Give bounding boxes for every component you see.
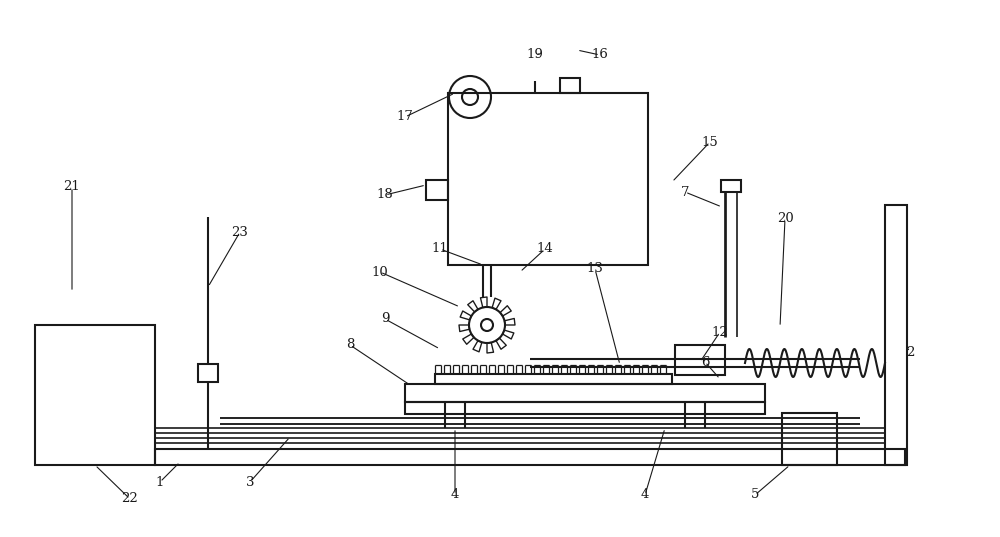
Text: 4: 4 [641,489,649,502]
Text: 14: 14 [537,243,553,256]
Bar [885,205,907,465]
Text: 17: 17 [397,111,413,124]
Text: 3: 3 [246,475,254,489]
Bar [560,78,580,93]
Text: 19: 19 [527,48,543,62]
Text: 13: 13 [587,263,603,275]
Bar [448,93,648,265]
Text: 18: 18 [377,188,393,201]
Text: 11: 11 [432,243,448,256]
Text: 1: 1 [156,475,164,489]
Bar [435,374,672,384]
Text: 9: 9 [381,313,389,325]
Bar [35,325,155,465]
Text: 8: 8 [346,338,354,352]
Bar [155,449,905,465]
Text: 15: 15 [702,135,718,149]
Text: 22: 22 [122,492,138,505]
Bar [405,402,765,414]
Text: 23: 23 [232,226,248,238]
Text: 20: 20 [777,213,793,226]
Text: 5: 5 [751,489,759,502]
Bar [721,180,741,192]
Bar [782,413,837,465]
Text: 2: 2 [906,345,914,359]
Bar [426,180,448,200]
Text: 7: 7 [681,185,689,199]
Bar [198,364,218,382]
Text: 12: 12 [712,325,728,338]
Text: 4: 4 [451,489,459,502]
Text: 16: 16 [592,48,608,62]
Bar [405,384,765,402]
Text: 6: 6 [701,355,709,368]
Bar [675,345,725,375]
Text: 21: 21 [64,180,80,193]
Circle shape [469,307,505,343]
Text: 10: 10 [372,265,388,279]
